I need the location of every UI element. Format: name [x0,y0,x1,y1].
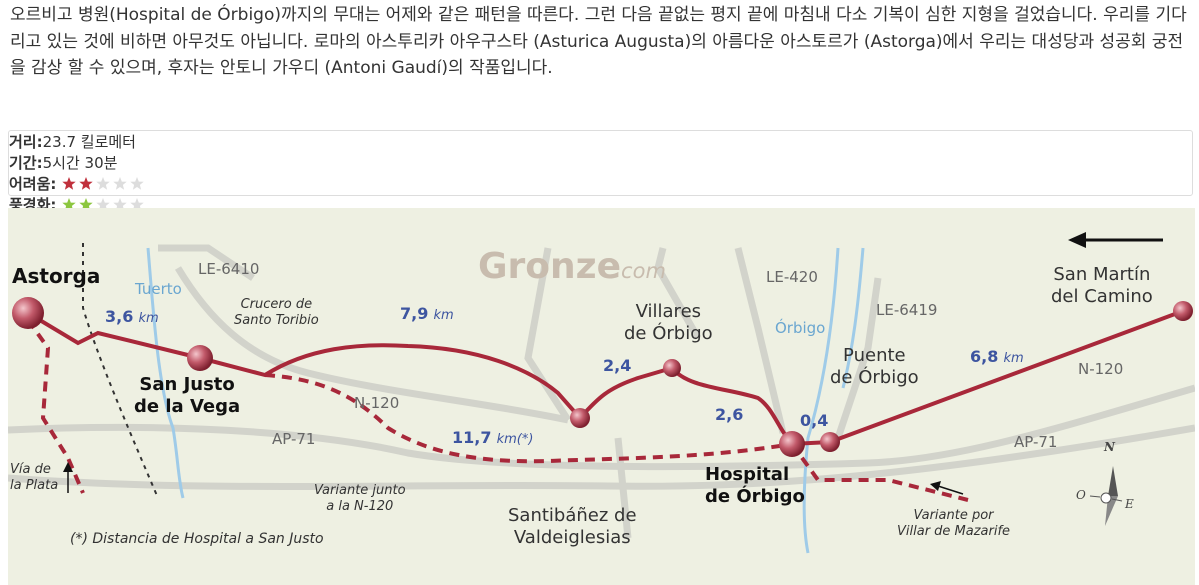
map-note: (*) Distancia de Hospital a San Justo [70,531,324,547]
place-label: Villares de Órbigo [624,301,713,344]
info-value: 23.7 킬로메터 [42,133,136,151]
info-item: 거리:23.7 킬로메터 [9,131,1192,152]
star-empty [113,177,128,190]
brand-suffix: com [621,259,666,283]
variants [26,318,969,502]
rating-stars [62,198,145,211]
info-value: 5시간 30분 [42,154,118,172]
place-label: Astorga [12,264,101,288]
road-label: N-120 [1078,360,1124,378]
place-label: Santibáñez de Valdeiglesias [508,505,637,548]
road-label: AP-71 [272,430,316,448]
distance-label: 0,4 [800,411,828,430]
star-empty [130,177,145,190]
distance-label: 7,9 km [400,304,454,324]
brand: Gronzecom [478,246,666,287]
map-note: Variante junto a la N-120 [314,483,406,514]
info-label: 기간: [9,154,43,172]
distance-value: 7,9 [400,304,429,323]
star-empty [96,198,111,211]
info-item: 어려움: [9,173,1192,194]
star-empty [96,177,111,190]
distance-value: 0,4 [800,411,829,430]
place-label: San Justo de la Vega [134,374,241,417]
distance-unit: km [138,311,159,326]
stage-info: 거리:23.7 킬로메터 기간:5시간 30분 어려움: 풍경화: [8,130,1193,214]
distance-unit: km(*) [496,432,534,447]
distance-unit: km [433,308,454,323]
rivers [146,247,865,554]
road-label: N-120 [354,394,400,412]
road-label: LE-6410 [198,260,260,278]
distance-value: 11,7 [452,428,492,447]
road-label: AP-71 [1014,433,1058,451]
brand-name: Gronze [478,246,622,287]
star-filled [62,177,77,190]
arrows [63,232,1163,495]
star-empty [113,198,128,211]
distance-value: 3,6 [105,307,134,326]
compass-label: N [1104,440,1115,454]
info-label: 어려움: [9,175,57,193]
river-label: Órbigo [775,319,826,337]
distance-value: 6,8 [970,347,999,366]
distance-value: 2,6 [715,405,744,424]
route-map: Gronzecom Astorga San Justo de la Vega Cruc… [8,208,1195,585]
distance-label: 2,4 [603,356,631,375]
distance-label: 11,7 km(*) [452,428,533,448]
river-label: Tuerto [135,280,182,298]
stops [12,297,1193,457]
compass-label: O [1076,488,1086,502]
place-label: San Martín del Camino [1051,264,1153,307]
compass [1089,466,1123,526]
star-filled [79,198,94,211]
distance-label: 3,6 km [105,307,159,327]
place-label: Crucero de Santo Toribio [234,297,319,328]
map-note: Vía de la Plata [10,462,59,493]
rating-stars [62,177,145,190]
star-empty [130,198,145,211]
star-filled [79,177,94,190]
distance-label: 2,6 [715,405,743,424]
info-item: 기간:5시간 30분 [9,152,1192,173]
road-label: LE-6419 [876,301,938,319]
compass-label: E [1125,497,1134,511]
distance-value: 2,4 [603,356,632,375]
distance-label: 6,8 km [970,347,1024,367]
roads [8,244,1195,539]
road-label: LE-420 [766,268,818,286]
star-filled [62,198,77,211]
distance-unit: km [1003,351,1024,366]
map-note: Variante por Villar de Mazarife [897,508,1011,539]
map-graphic [8,232,1195,554]
intro-text: 오르비고 병원(Hospital de Órbigo)까지의 무대는 어제와 같… [10,5,1187,78]
place-label: Hospital de Órbigo [705,464,805,507]
info-label: 거리: [9,133,43,151]
place-label: Puente de Órbigo [830,345,919,388]
